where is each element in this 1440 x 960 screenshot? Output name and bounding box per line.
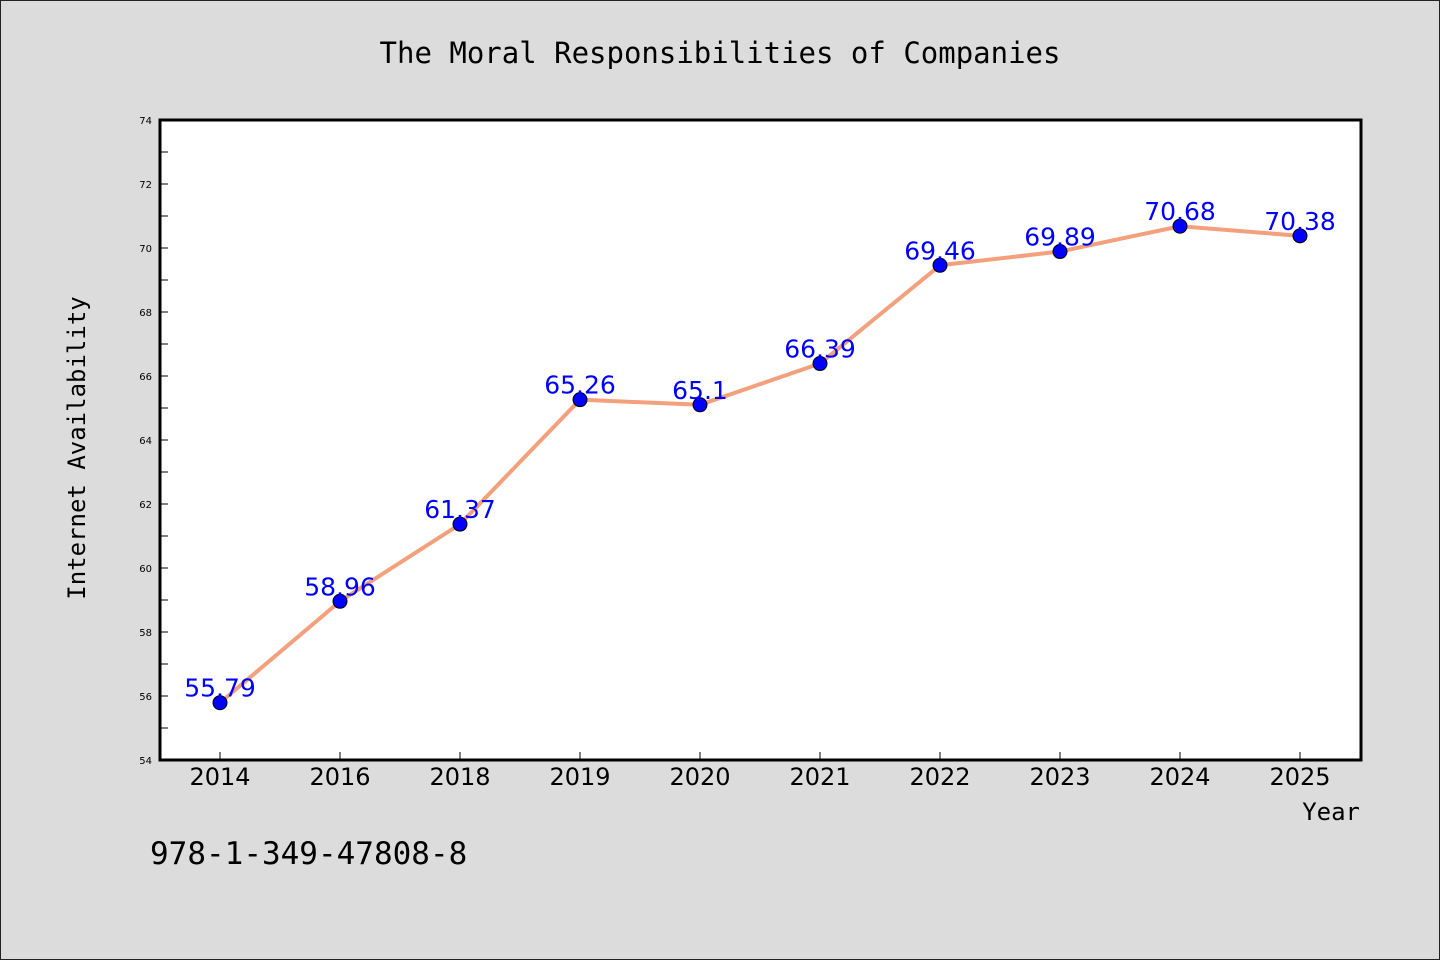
data-point-marker — [212, 695, 228, 711]
x-tick-label: 2020 — [669, 763, 730, 791]
data-label: 58.96 — [304, 572, 376, 601]
series-line — [218, 224, 1301, 705]
x-tick-label: 2018 — [429, 763, 490, 791]
data-label: 70.68 — [1144, 197, 1216, 226]
data-point-marker — [1292, 228, 1308, 244]
x-tick-label: 2022 — [909, 763, 970, 791]
data-label: 61.37 — [424, 495, 496, 524]
y-tick-label: 56 — [139, 692, 152, 703]
data-label: 65.1 — [672, 376, 728, 405]
x-tick-label: 2021 — [789, 763, 850, 791]
data-point-marker — [572, 392, 588, 408]
y-axis: 54 56 58 60 62 64 66 68 70 72 74 — [139, 116, 168, 767]
y-tick-label: 58 — [139, 628, 152, 639]
y-tick-label: 54 — [139, 756, 152, 767]
data-label: 66.39 — [784, 335, 856, 364]
y-tick-label: 70 — [139, 244, 152, 255]
data-point-marker — [452, 516, 468, 532]
data-point-marker — [1172, 218, 1188, 234]
x-tick-label: 2023 — [1029, 763, 1090, 791]
series-line-group — [218, 224, 1301, 705]
y-axis-label: Internet Availability — [63, 296, 91, 599]
chart-title: The Moral Responsibilities of Companies — [380, 36, 1061, 70]
y-tick-label: 60 — [139, 564, 152, 575]
y-tick-label: 62 — [139, 500, 152, 511]
plot-area — [158, 118, 1363, 762]
data-point-marker — [812, 356, 828, 372]
data-label: 65.26 — [544, 371, 616, 400]
x-tick-label: 2014 — [189, 763, 250, 791]
x-tick-label: 2025 — [1269, 763, 1330, 791]
data-label: 69.46 — [904, 236, 976, 265]
data-label: 70.38 — [1264, 207, 1336, 236]
x-tick-label: 2016 — [309, 763, 370, 791]
footnote-isbn: 978-1-349-47808-8 — [150, 836, 467, 872]
y-tick-label: 72 — [139, 180, 152, 191]
y-tick-label: 68 — [139, 308, 152, 319]
data-point-marker — [932, 257, 948, 273]
data-label: 69.89 — [1024, 223, 1096, 252]
data-point-marker — [692, 397, 708, 413]
x-tick-label: 2019 — [549, 763, 610, 791]
y-tick-label: 64 — [139, 436, 152, 447]
x-tick-label: 2024 — [1149, 763, 1210, 791]
y-tick-label: 74 — [139, 116, 152, 127]
data-labels-group: 55.79 58.96 61.37 65.26 65.1 66.39 69.46 69.89 7… — [184, 197, 1336, 702]
y-tick-label: 66 — [139, 372, 152, 383]
markers-group — [212, 218, 1308, 711]
x-axis: 2014 2016 2018 2019 2020 2021 2022 2023 2024 2025 — [189, 752, 1331, 791]
data-point-marker — [332, 593, 348, 609]
x-axis-label: Year — [1302, 798, 1360, 826]
data-point-marker — [1052, 244, 1068, 260]
data-label: 55.79 — [184, 674, 256, 703]
